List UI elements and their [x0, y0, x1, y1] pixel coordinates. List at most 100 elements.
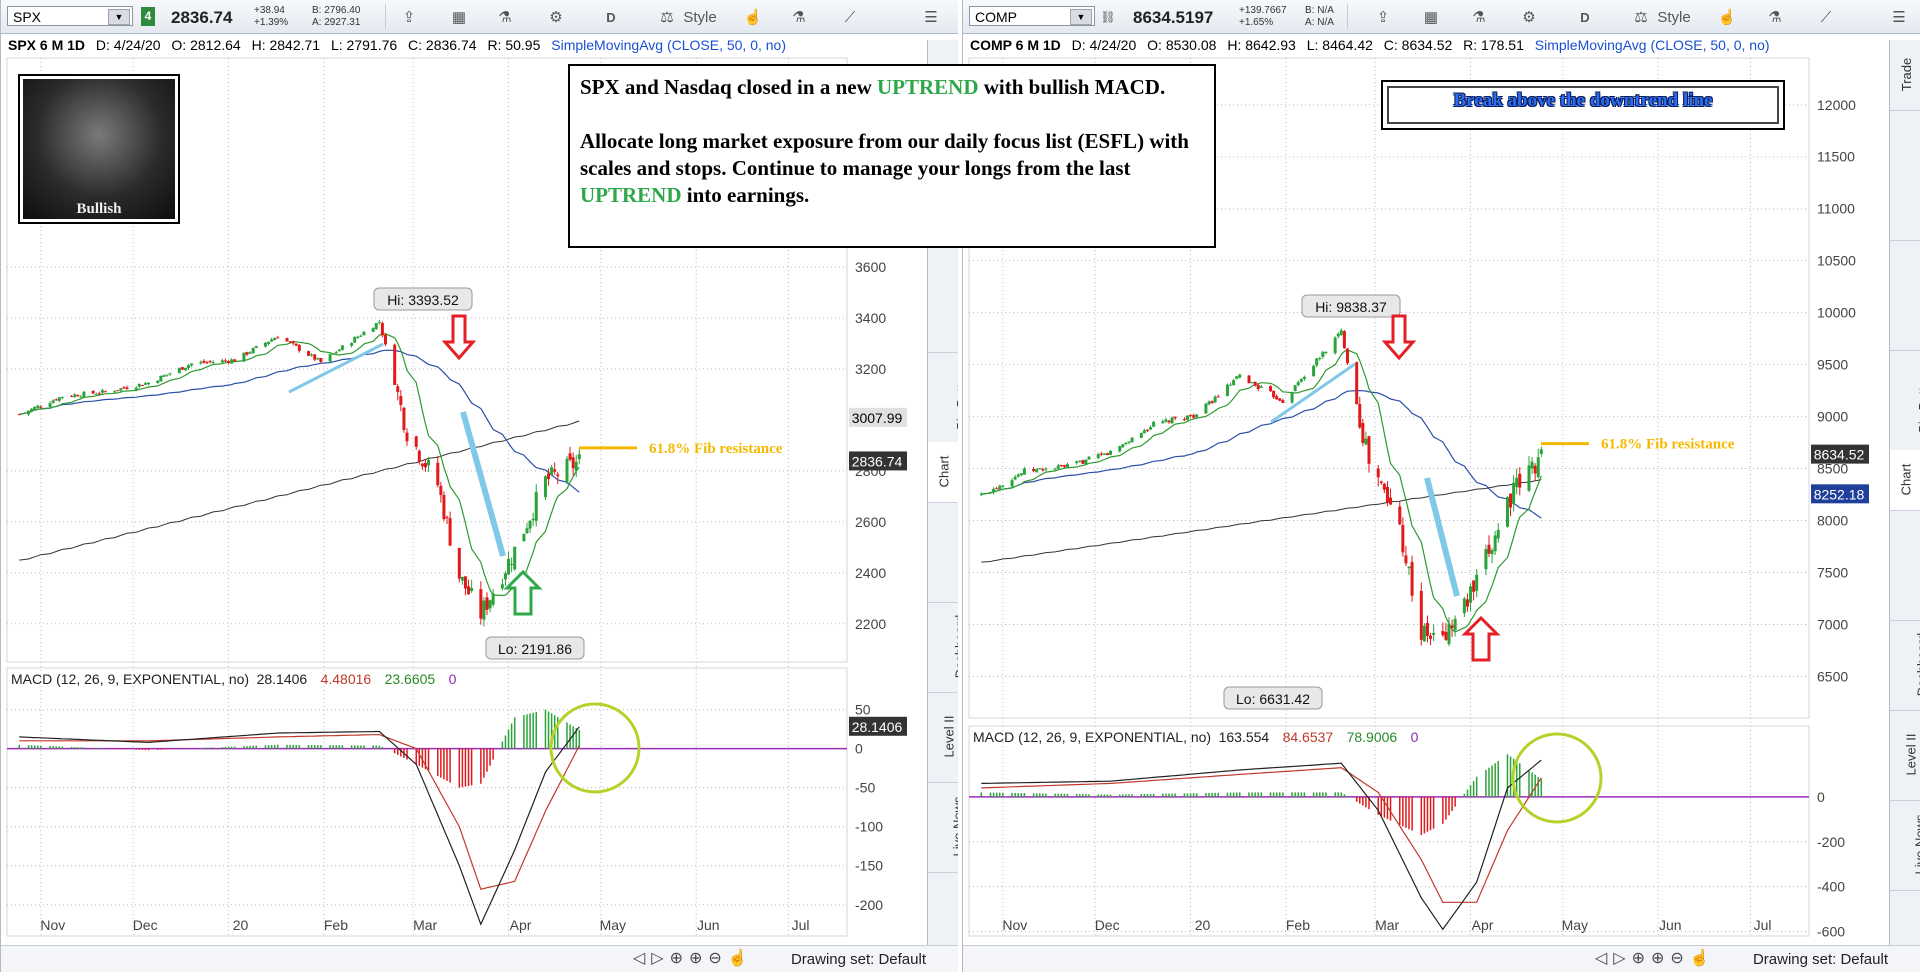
candle-body	[556, 474, 560, 477]
left-last-price: 2836.74	[171, 8, 233, 27]
candle-body	[17, 414, 21, 416]
candle-body	[1487, 544, 1491, 554]
side-tab-chart[interactable]: Chart	[928, 442, 958, 503]
price-tag-box	[1811, 444, 1869, 464]
macd-header-title: MACD (12, 26, 9, EXPONENTIAL, no)	[973, 729, 1211, 745]
side-tab-big-buttons[interactable]: Big Buttons	[928, 352, 958, 443]
candle-body	[1078, 460, 1082, 462]
candle-body	[423, 462, 427, 468]
flask-icon[interactable]: ⚗	[1768, 9, 1782, 26]
hand-icon[interactable]: ☝	[743, 9, 763, 26]
flask-icon[interactable]: ⚗	[792, 9, 806, 26]
break-label-box: Break above the downtrend line	[1381, 80, 1785, 130]
x-tick-label: 20	[1195, 917, 1211, 933]
chevron-down-icon[interactable]: ▼	[1070, 9, 1092, 25]
side-tab-times-and-sales[interactable]: Times And Sales	[1890, 110, 1920, 241]
candle-body	[100, 390, 104, 393]
side-tab-phase-scores[interactable]: Phase Scores	[928, 502, 958, 603]
right-sma-study[interactable]: SimpleMovingAvg (CLOSE, 50, 0, no)	[1534, 37, 1770, 53]
side-tab-active-trader[interactable]: Active Trader	[928, 252, 958, 353]
share-icon[interactable]: ⇪	[402, 9, 416, 26]
candle-body	[1410, 561, 1414, 596]
candle-body	[1096, 454, 1100, 459]
candle-body	[1533, 465, 1537, 474]
x-tick-label: Feb	[324, 917, 348, 933]
y-tick-label: 12000	[1817, 97, 1856, 113]
left-drawing-set[interactable]: Drawing set: Default	[790, 951, 926, 968]
side-tab-trade[interactable]: Trade	[1890, 40, 1920, 111]
y-tick-label: 11000	[1817, 201, 1855, 217]
candle-body	[1041, 469, 1045, 471]
drawing-tools-icon[interactable]: ⟋	[844, 9, 856, 26]
candle-body	[534, 491, 538, 521]
side-tab-level-ii[interactable]: Level II	[928, 692, 958, 783]
candle-body	[417, 450, 421, 462]
drawing-tools-icon[interactable]: ⟋	[1820, 9, 1832, 26]
side-tab-big-buttons[interactable]: Big Buttons	[1890, 350, 1920, 451]
x-tick-label: Mar	[1375, 917, 1399, 933]
left-link-badge[interactable]: 4	[141, 7, 155, 26]
hand-icon[interactable]: ☝	[1717, 9, 1737, 26]
candle-body	[510, 563, 514, 565]
candle-body	[362, 331, 366, 336]
calendar-icon[interactable]: ▦	[1423, 9, 1439, 26]
menu-icon[interactable]: ☰	[1892, 9, 1906, 26]
candle-body	[1109, 450, 1113, 455]
y-tick-label: 9000	[1817, 409, 1848, 425]
candle-body	[76, 395, 80, 397]
macd-tag: 28.1406	[852, 719, 903, 735]
left-style-button[interactable]: Style	[683, 9, 717, 26]
right-chart-canvas[interactable]: 6500 7000 7500 8000 8500 9000 9500 10000 10500 11…	[963, 0, 1920, 972]
link-icon[interactable]: ⛓	[1100, 10, 1116, 24]
calendar-icon[interactable]: ▦	[451, 9, 467, 26]
candle-body	[528, 520, 532, 529]
candle-body	[1382, 483, 1386, 490]
candle-body	[251, 348, 255, 354]
chevron-down-icon[interactable]: ▼	[108, 9, 130, 25]
candle-body	[979, 494, 983, 496]
right-symbol-selector[interactable]: COMP ▼	[969, 6, 1095, 26]
side-tab-dashboard[interactable]: Dashboard	[928, 602, 958, 693]
side-tab-dashboard[interactable]: Dashboard	[1890, 620, 1920, 711]
left-symbol-text: SPX	[13, 9, 42, 25]
left-sma-study[interactable]: SimpleMovingAvg (CLOSE, 50, 0, no)	[551, 37, 787, 53]
flask-icon[interactable]: ⚗	[498, 9, 512, 26]
y-tick-label: 3200	[855, 361, 886, 377]
zoom-tools-icon[interactable]: ◁▷⊕⊕⊖☝	[1595, 950, 1716, 967]
candle-body	[571, 457, 575, 469]
candle-body	[48, 403, 52, 407]
gear-icon[interactable]: ⚙	[1522, 9, 1536, 26]
side-tab-level-ii[interactable]: Level II	[1890, 710, 1920, 801]
candle-body	[1315, 358, 1319, 366]
candle-body	[205, 362, 209, 364]
candle-body	[319, 358, 323, 363]
left-symbol-selector[interactable]: SPX ▼	[7, 6, 133, 26]
right-style-button[interactable]: Style	[1657, 9, 1691, 26]
candle-body	[270, 339, 274, 342]
candle-body	[1364, 438, 1368, 445]
right-drawing-set[interactable]: Drawing set: Default	[1752, 951, 1888, 968]
left-aggregation-button[interactable]: D	[606, 10, 616, 25]
candle-body	[1472, 580, 1476, 592]
menu-icon[interactable]: ☰	[924, 9, 938, 26]
side-tab-phase-scores[interactable]: Phase Scores	[1890, 510, 1920, 621]
right-chart-title: COMP 6 M 1D	[970, 37, 1061, 53]
side-tab-live-news[interactable]: Live News	[928, 782, 958, 873]
gear-icon[interactable]: ⚙	[549, 9, 563, 26]
zoom-tools-icon[interactable]: ◁▷⊕⊕⊖☝	[633, 950, 754, 967]
side-tab-active-trader[interactable]: Active Trader	[1890, 240, 1920, 351]
price-tag: 3007.99	[852, 410, 903, 426]
side-tab-live-news[interactable]: Live News	[1890, 800, 1920, 891]
flask-icon[interactable]: ⚗	[1472, 9, 1486, 26]
candle-body	[1084, 459, 1088, 465]
share-icon[interactable]: ⇪	[1376, 9, 1390, 26]
candle-body	[183, 367, 187, 371]
candle-body	[1447, 623, 1451, 645]
fib-label: 61.8% Fib resistance	[649, 441, 783, 457]
side-tab-chart[interactable]: Chart	[1890, 450, 1920, 511]
right-aggregation-button[interactable]: D	[1580, 10, 1590, 25]
right-bottom-bar: ◁▷⊕⊕⊖☝ Drawing set: Default	[963, 945, 1920, 972]
y-tick-label: 8500	[1817, 461, 1848, 477]
candle-body	[27, 410, 31, 415]
